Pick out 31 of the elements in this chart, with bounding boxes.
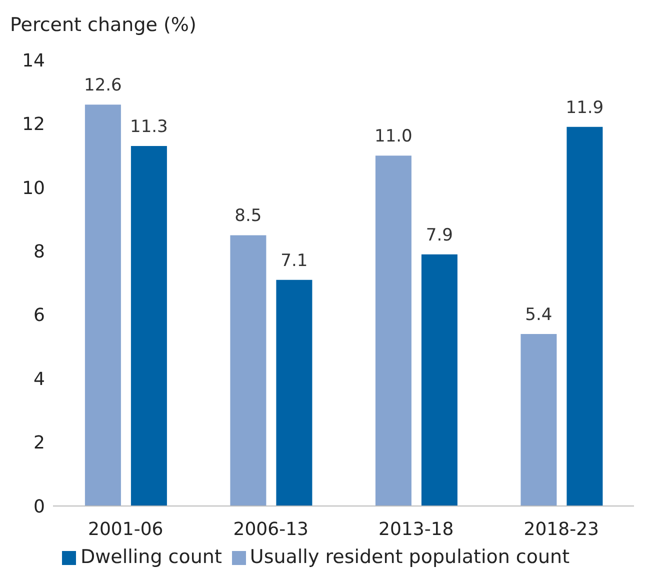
data-label: 11.9 [566, 98, 604, 118]
y-tick-label: 0 [34, 496, 45, 518]
y-tick-label: 10 [22, 178, 45, 199]
data-label: 7.9 [426, 225, 453, 246]
data-label: 8.5 [234, 206, 262, 226]
bar [130, 146, 167, 506]
data-label: 12.6 [84, 76, 122, 96]
legend-label: Dwelling count [80, 546, 222, 568]
x-tick-label: 2013-18 [378, 518, 454, 540]
data-label: 11.0 [374, 126, 412, 147]
bar [276, 280, 312, 506]
y-axis-title: Percent change (%) [10, 14, 196, 36]
data-label: 11.3 [130, 117, 168, 138]
data-label: 5.4 [525, 304, 552, 325]
x-tick-label: 2006-13 [233, 518, 308, 540]
y-tick-label: 12 [22, 114, 45, 136]
x-tick-label: 2001-06 [88, 518, 164, 540]
bar [566, 126, 603, 506]
bar [421, 254, 458, 506]
y-tick-label: 6 [34, 305, 45, 326]
legend-label: Usually resident population count [250, 546, 570, 568]
y-tick-label: 2 [34, 432, 45, 454]
y-tick-label: 14 [22, 50, 45, 72]
bar [520, 334, 557, 506]
x-tick-label: 2018-23 [524, 518, 599, 540]
y-tick-label: 4 [34, 368, 45, 390]
data-label: 7.1 [280, 250, 308, 271]
bar [230, 235, 266, 506]
bar [375, 156, 412, 506]
y-tick-label: 8 [34, 242, 45, 263]
bar [84, 104, 121, 506]
